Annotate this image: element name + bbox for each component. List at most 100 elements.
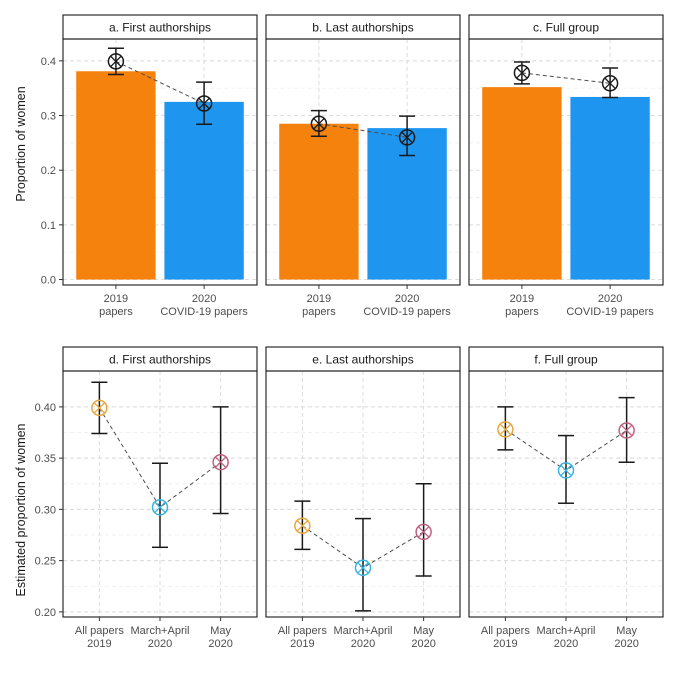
point-marker: [195, 95, 213, 112]
series-connector-line: [115, 60, 205, 104]
panel-0-0: a. First authorships 0.0 0.1 0.2 0.3 0.4 2019p…: [41, 14, 258, 318]
x-tick-label-line1: 2019: [104, 293, 128, 305]
y-tick-label: 0.2: [41, 165, 56, 177]
point-marker: [601, 75, 619, 92]
panel-strip: [468, 346, 664, 372]
y-tick-label: 0.1: [41, 220, 56, 232]
x-tick-label-line2: COVID-19 papers: [363, 306, 451, 318]
panel-strip: [62, 14, 258, 40]
x-tick-label-line2: 2020: [208, 638, 232, 650]
point-marker: [497, 421, 514, 438]
panel-title: e. Last authorships: [312, 353, 413, 367]
bar: [570, 96, 650, 280]
panel-strip: [62, 346, 258, 372]
y-tick-label: 0.0: [41, 275, 56, 287]
x-tick-label-line1: 2020: [192, 293, 216, 305]
point-marker: [91, 399, 108, 417]
panel-title: f. Full group: [534, 353, 598, 367]
point-marker-cross: [357, 561, 369, 574]
point-marker-cross: [296, 519, 309, 532]
panel-border: [468, 38, 664, 286]
y-tick-label: 0.25: [35, 556, 56, 568]
x-tick-label-line1: March+April: [537, 625, 596, 637]
point-marker: [294, 517, 311, 535]
point-marker: [398, 129, 416, 146]
point-marker: [513, 64, 531, 82]
bar: [76, 71, 156, 280]
point-marker-cross: [313, 117, 325, 130]
panel-title: d. First authorships: [109, 353, 211, 367]
x-tick-label-line1: May: [616, 625, 637, 637]
bar: [482, 87, 562, 280]
point-marker: [557, 462, 575, 479]
panel-border: [265, 38, 461, 286]
point-marker: [151, 499, 169, 516]
x-tick-label-line1: March+April: [131, 625, 190, 637]
x-tick-label-line2: papers: [505, 306, 539, 318]
x-tick-label-line2: 2020: [148, 638, 172, 650]
top-y-axis-title: Proportion of women: [14, 86, 28, 201]
x-tick-label-line1: All papers: [75, 625, 124, 637]
point-marker-cross: [417, 526, 430, 538]
point-marker-cross: [93, 402, 106, 414]
x-tick-label-line1: All papers: [481, 625, 530, 637]
point-marker: [618, 422, 635, 439]
series-connector-line: [318, 123, 408, 138]
point-marker-cross: [560, 464, 572, 477]
point-marker-cross: [604, 77, 616, 90]
x-tick-label-line1: March+April: [334, 625, 393, 637]
panels-layer: a. First authorships0.00.10.20.30.42019p…: [35, 14, 664, 650]
x-tick-label-line2: COVID-19 papers: [566, 306, 654, 318]
point-marker-cross: [214, 456, 227, 469]
bottom-y-axis-title: Estimated proportion of women: [14, 423, 28, 596]
point-marker-cross: [401, 131, 413, 144]
x-tick-label-line2: papers: [302, 306, 336, 318]
y-tick-label: 0.3: [41, 111, 56, 123]
panel-title: a. First authorships: [109, 21, 211, 35]
panel-strip: [468, 14, 664, 40]
point-marker: [107, 53, 125, 70]
y-tick-label: 0.40: [35, 402, 56, 414]
series-connector-line: [521, 72, 611, 84]
x-tick-label-line1: 2019: [510, 293, 534, 305]
series-connector-line: [98, 407, 221, 509]
point-marker: [310, 115, 328, 132]
point-marker-cross: [620, 424, 633, 437]
point-marker: [354, 559, 372, 577]
x-tick-label-line2: 2019: [493, 638, 517, 650]
x-tick-label-line1: 2020: [395, 293, 419, 305]
y-tick-label: 0.30: [35, 504, 56, 516]
x-tick-label-line1: 2019: [307, 293, 331, 305]
x-tick-label-line1: May: [210, 625, 231, 637]
point-marker-cross: [198, 97, 210, 110]
x-tick-label-line2: COVID-19 papers: [160, 306, 248, 318]
panel-title: b. Last authorships: [312, 21, 413, 35]
bar: [279, 123, 359, 280]
point-marker: [415, 523, 432, 541]
x-tick-label-line2: 2020: [351, 638, 375, 650]
point-marker: [212, 453, 229, 471]
point-marker-cross: [154, 501, 166, 514]
x-tick-label-line1: All papers: [278, 625, 327, 637]
y-tick-label: 0.20: [35, 607, 56, 619]
x-tick-label-line1: 2020: [598, 293, 622, 305]
x-tick-label-line1: May: [413, 625, 434, 637]
panel-strip: [265, 14, 461, 40]
point-marker-cross: [110, 55, 122, 68]
panel-border: [62, 38, 258, 286]
x-tick-label-line2: 2019: [290, 638, 314, 650]
point-marker-cross: [516, 67, 528, 79]
x-tick-label-line2: 2020: [554, 638, 578, 650]
y-tick-label: 0.4: [41, 56, 56, 68]
y-tick-label: 0.35: [35, 453, 56, 465]
point-marker-cross: [499, 423, 512, 436]
panel-1-0: d. First authorships 0.20 0.25 0.30 0.35 0.40…: [35, 346, 258, 650]
x-tick-label-line2: 2019: [87, 638, 111, 650]
x-tick-label-line2: 2020: [614, 638, 638, 650]
x-tick-label-line2: 2020: [411, 638, 435, 650]
